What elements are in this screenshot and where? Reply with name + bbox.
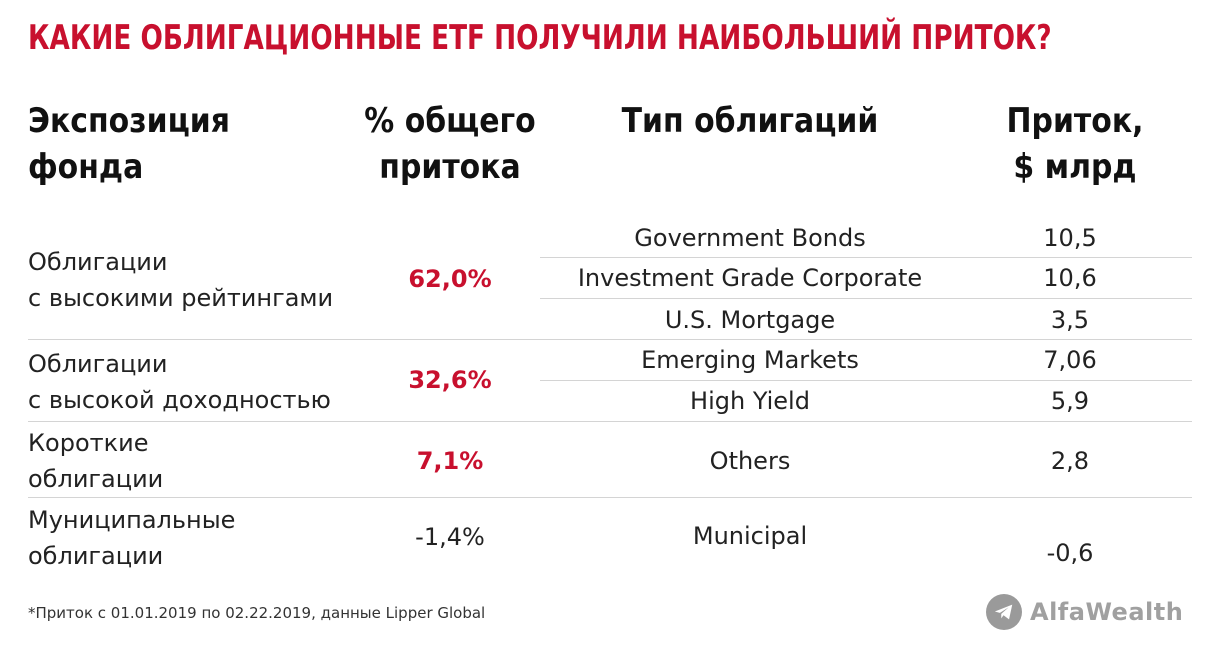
type-government-bonds: Government Bonds xyxy=(634,224,866,252)
share-high-yield: 32,6% xyxy=(408,366,492,394)
group-divider xyxy=(28,339,1192,340)
flow-municipal: -0,6 xyxy=(1046,539,1094,567)
header-share: % общего притока xyxy=(364,101,536,187)
flow-us-mortgage: 3,5 xyxy=(1050,306,1090,334)
row-divider xyxy=(540,298,1192,299)
flow-emerging-markets: 7,06 xyxy=(1043,346,1097,374)
footnote: *Приток с 01.01.2019 по 02.22.2019, данн… xyxy=(28,604,486,622)
group-label-high-rated: Облигации с высокими рейтингами xyxy=(28,248,334,312)
share-short: 7,1% xyxy=(416,447,484,475)
flow-high-yield: 5,9 xyxy=(1050,387,1090,415)
flow-government-bonds: 10,5 xyxy=(1043,224,1097,252)
header-flow: Приток, $ млрд xyxy=(1006,101,1144,187)
type-others: Others xyxy=(709,447,791,475)
telegram-plane-icon xyxy=(986,594,1022,630)
share-municipal: -1,4% xyxy=(415,523,485,551)
group-label-short: Короткие облигации xyxy=(28,429,164,493)
type-investment-grade: Investment Grade Corporate xyxy=(577,264,923,292)
group-divider xyxy=(28,497,1192,498)
header-type: Тип облигаций xyxy=(621,101,879,141)
share-high-rated: 62,0% xyxy=(408,265,492,293)
page-title: КАКИЕ ОБЛИГАЦИОННЫЕ ETF ПОЛУЧИЛИ НАИБОЛЬ… xyxy=(28,18,1052,58)
type-high-yield: High Yield xyxy=(690,387,810,415)
flow-investment-grade: 10,6 xyxy=(1043,264,1097,292)
group-divider xyxy=(28,421,1192,422)
flow-others: 2,8 xyxy=(1050,447,1090,475)
type-us-mortgage: U.S. Mortgage xyxy=(664,306,836,334)
row-divider xyxy=(540,257,1192,258)
type-emerging-markets: Emerging Markets xyxy=(641,346,859,374)
type-municipal: Municipal xyxy=(692,522,808,550)
group-label-high-yield: Облигации с высокой доходностью xyxy=(28,350,331,414)
group-label-municipal: Муниципальные облигации xyxy=(28,506,236,570)
brand-logo: AlfaWealth xyxy=(986,592,1183,632)
brand-name: AlfaWealth xyxy=(1030,598,1184,626)
header-exposure: Экспозиция фонда xyxy=(28,101,230,187)
row-divider xyxy=(540,380,1192,381)
